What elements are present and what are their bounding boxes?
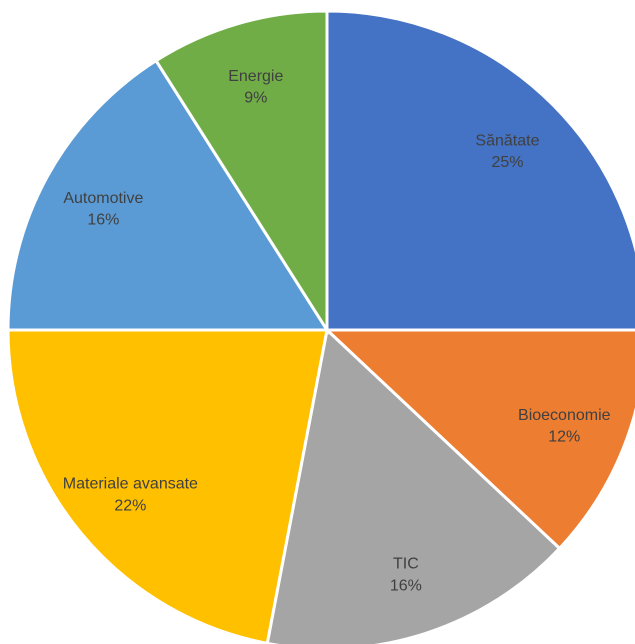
pie-slice (154, 9, 329, 336)
slice-name: Sănătate (475, 133, 539, 150)
slice-name: TIC (393, 556, 419, 573)
slice-value: 12% (548, 429, 580, 446)
pie-slice (323, 328, 635, 551)
slice-value: 16% (87, 212, 119, 229)
slice-name: Energie (228, 68, 283, 85)
slice-value: 9% (244, 90, 267, 107)
slice-label: Energie 9% (228, 68, 283, 107)
pie-slice (265, 327, 562, 644)
slice-label: Materiale avansate 22% (63, 476, 198, 515)
slice-label: Bioeconomie 12% (518, 407, 611, 446)
slice-name: Automotive (63, 190, 143, 207)
slice-label: TIC 16% (390, 556, 422, 595)
pie-slice (6, 328, 329, 644)
slice-name: Materiale avansate (63, 476, 198, 493)
slice-label: Sănătate 25% (475, 133, 539, 172)
slice-value: 25% (491, 154, 523, 171)
slice-value: 16% (390, 577, 422, 594)
pie-slice (325, 9, 635, 332)
slice-label: Automotive 16% (63, 190, 143, 229)
slice-value: 22% (114, 497, 146, 514)
slice-name: Bioeconomie (518, 407, 611, 424)
pie-slice (6, 58, 330, 332)
